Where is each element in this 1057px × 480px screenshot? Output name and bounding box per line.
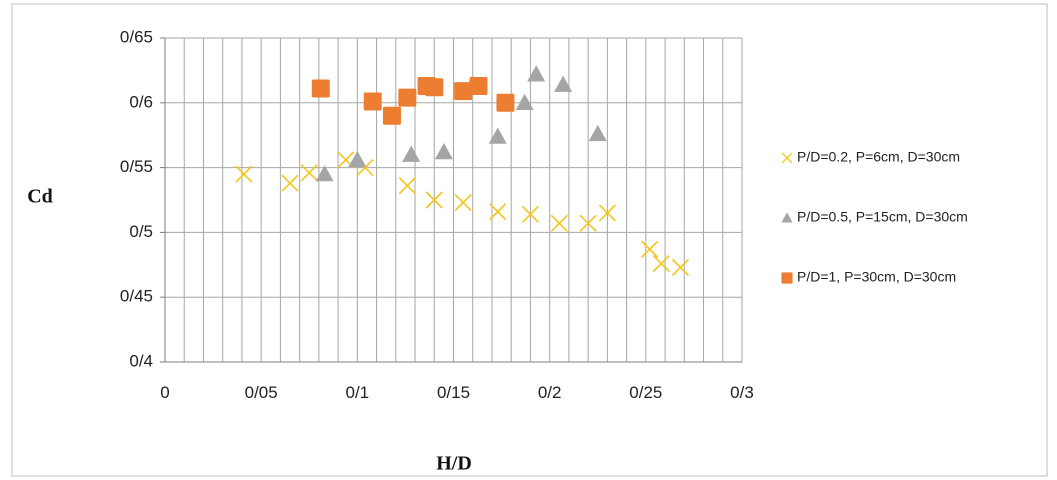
x-tick-label: 0/15 bbox=[437, 383, 470, 402]
series-3 bbox=[311, 76, 515, 125]
x-axis-title: H/D bbox=[436, 453, 472, 475]
data-point-x bbox=[425, 191, 443, 209]
data-point-x bbox=[300, 164, 318, 182]
x-tick-label: 0/1 bbox=[346, 383, 370, 402]
data-point-square bbox=[398, 88, 417, 107]
y-tick-label: 0/65 bbox=[120, 27, 153, 46]
data-point-x bbox=[652, 254, 670, 273]
y-tick-label: 0/6 bbox=[129, 92, 153, 111]
data-point-triangle bbox=[527, 65, 546, 82]
data-point-x bbox=[521, 205, 539, 223]
data-point-triangle bbox=[488, 127, 507, 144]
data-point-triangle bbox=[315, 165, 334, 182]
data-point-square bbox=[382, 106, 401, 125]
x-tick-label: 0/2 bbox=[538, 383, 562, 402]
series-1 bbox=[235, 151, 690, 276]
data-point-x bbox=[489, 203, 507, 221]
data-point-x bbox=[550, 214, 568, 232]
y-tick-label: 0/4 bbox=[129, 351, 153, 370]
data-point-square bbox=[425, 78, 444, 97]
data-point-x bbox=[235, 165, 253, 183]
data-point-x bbox=[641, 240, 659, 258]
legend-item-2: P/D=0.5, P=15cm, D=30cm bbox=[781, 209, 968, 225]
legend-marker-square bbox=[781, 272, 793, 284]
data-point-square bbox=[454, 82, 473, 101]
grid-lines bbox=[164, 37, 743, 363]
axes bbox=[164, 38, 742, 363]
x-tick-label: 0/05 bbox=[245, 383, 278, 402]
tick-labels: 0/4 0/45 0/5 0/55 0/6 0/65 0 0/05 0/1 0/15 0/2 0/25… bbox=[120, 27, 754, 402]
y-tick-label: 0/5 bbox=[129, 222, 153, 241]
data-point-x bbox=[398, 177, 416, 195]
chart-frame bbox=[11, 3, 1048, 477]
legend-marker-x bbox=[781, 152, 793, 164]
y-tick-label: 0/55 bbox=[120, 157, 153, 176]
legend-marker-triangle bbox=[781, 212, 793, 223]
y-tick-label: 0/45 bbox=[120, 287, 153, 306]
legend-label: P/D=0.2, P=6cm, D=30cm bbox=[797, 149, 960, 165]
data-point-triangle bbox=[588, 124, 607, 142]
legend: P/D=0.2, P=6cm, D=30cm P/D=0.5, P=15cm, D… bbox=[781, 149, 968, 285]
series-2 bbox=[315, 65, 607, 182]
legend-label: P/D=1, P=30cm, D=30cm bbox=[797, 269, 956, 285]
data-point-x bbox=[579, 214, 597, 232]
data-point-x bbox=[281, 174, 299, 192]
x-tick-label: 0 bbox=[160, 383, 169, 402]
data-point-triangle bbox=[554, 75, 573, 92]
data-point-square bbox=[363, 92, 382, 111]
data-point-triangle bbox=[434, 143, 453, 160]
legend-item-3: P/D=1, P=30cm, D=30cm bbox=[781, 269, 956, 285]
data-point-triangle bbox=[402, 145, 421, 162]
data-point-square bbox=[311, 79, 330, 98]
data-marks bbox=[235, 65, 690, 276]
data-point-triangle bbox=[515, 93, 534, 110]
data-point-triangle bbox=[348, 150, 367, 168]
data-point-x bbox=[671, 258, 690, 276]
y-axis-title: Cd bbox=[27, 186, 53, 208]
x-tick-label: 0/25 bbox=[629, 383, 662, 402]
data-point-square bbox=[469, 76, 488, 95]
legend-label: P/D=0.5, P=15cm, D=30cm bbox=[797, 209, 968, 225]
data-point-square bbox=[496, 93, 515, 112]
x-tick-label: 0/3 bbox=[730, 383, 754, 402]
data-point-x bbox=[454, 194, 472, 212]
data-point-x bbox=[598, 204, 616, 222]
legend-item-1: P/D=0.2, P=6cm, D=30cm bbox=[781, 149, 960, 165]
